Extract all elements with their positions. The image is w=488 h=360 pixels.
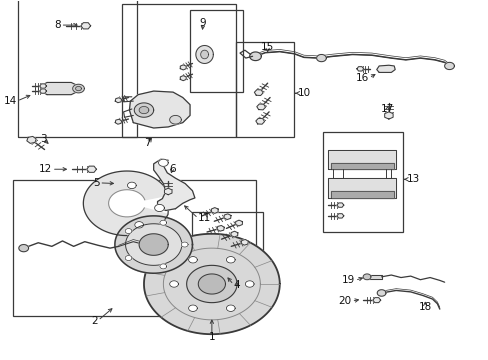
Polygon shape	[154, 204, 164, 212]
Text: 8: 8	[54, 20, 61, 30]
Bar	[236, 42, 294, 137]
Text: 20: 20	[338, 296, 351, 306]
Polygon shape	[129, 91, 190, 128]
Text: 1: 1	[208, 332, 215, 342]
Polygon shape	[444, 62, 453, 69]
Polygon shape	[245, 281, 254, 287]
Text: 2: 2	[91, 316, 98, 325]
Text: 9: 9	[200, 18, 206, 28]
Polygon shape	[180, 65, 186, 70]
Polygon shape	[336, 203, 343, 207]
Polygon shape	[235, 220, 242, 226]
Polygon shape	[196, 45, 213, 63]
Polygon shape	[224, 214, 230, 220]
Polygon shape	[115, 216, 192, 273]
Polygon shape	[153, 159, 195, 211]
Polygon shape	[134, 103, 153, 117]
Polygon shape	[19, 244, 28, 252]
Polygon shape	[336, 214, 343, 218]
Polygon shape	[127, 182, 136, 189]
Polygon shape	[83, 171, 169, 235]
Polygon shape	[188, 305, 197, 311]
Text: 14: 14	[3, 96, 17, 106]
Bar	[122, 4, 236, 137]
Text: 7: 7	[144, 139, 151, 148]
Polygon shape	[198, 274, 225, 294]
Text: 18: 18	[418, 302, 431, 312]
Polygon shape	[40, 84, 46, 88]
Polygon shape	[125, 256, 132, 261]
Polygon shape	[376, 65, 394, 72]
Polygon shape	[139, 107, 148, 114]
Text: 16: 16	[355, 73, 368, 83]
Polygon shape	[115, 119, 122, 124]
Polygon shape	[186, 265, 237, 303]
Polygon shape	[226, 305, 235, 311]
Text: 4: 4	[233, 280, 240, 290]
Polygon shape	[230, 231, 237, 237]
Polygon shape	[158, 159, 168, 166]
Text: 13: 13	[406, 174, 419, 184]
Polygon shape	[330, 163, 393, 169]
Bar	[192, 212, 262, 297]
Polygon shape	[27, 136, 36, 143]
Bar	[323, 132, 403, 232]
Polygon shape	[200, 50, 208, 59]
Polygon shape	[40, 89, 46, 93]
Polygon shape	[169, 281, 178, 287]
Polygon shape	[330, 192, 393, 198]
Text: 15: 15	[261, 42, 274, 52]
Text: 10: 10	[298, 88, 311, 98]
Polygon shape	[384, 112, 392, 119]
Polygon shape	[164, 188, 172, 195]
Polygon shape	[366, 275, 381, 279]
Polygon shape	[143, 234, 279, 334]
Polygon shape	[249, 52, 261, 60]
Polygon shape	[254, 90, 263, 95]
Polygon shape	[211, 208, 218, 213]
Polygon shape	[41, 82, 79, 95]
Polygon shape	[226, 257, 235, 263]
Polygon shape	[160, 220, 166, 225]
Polygon shape	[327, 178, 395, 198]
Polygon shape	[255, 118, 264, 124]
Polygon shape	[316, 54, 325, 62]
Polygon shape	[181, 242, 188, 247]
Polygon shape	[76, 86, 81, 91]
Text: 19: 19	[341, 275, 354, 285]
Bar	[190, 10, 243, 92]
Polygon shape	[327, 149, 395, 169]
Polygon shape	[160, 264, 166, 269]
Polygon shape	[135, 222, 143, 228]
Polygon shape	[86, 166, 96, 172]
Polygon shape	[376, 290, 385, 296]
Polygon shape	[73, 84, 84, 93]
Polygon shape	[115, 98, 122, 103]
Bar	[18, 0, 137, 137]
Text: 12: 12	[39, 164, 52, 174]
Text: 3: 3	[40, 134, 46, 144]
Polygon shape	[169, 116, 181, 124]
Text: 6: 6	[168, 164, 175, 174]
Polygon shape	[256, 104, 265, 110]
Polygon shape	[180, 76, 186, 81]
Polygon shape	[217, 225, 224, 231]
Polygon shape	[125, 229, 132, 234]
Polygon shape	[372, 298, 380, 303]
Polygon shape	[139, 234, 168, 255]
Polygon shape	[81, 23, 90, 29]
Text: 11: 11	[198, 213, 211, 223]
Polygon shape	[188, 257, 197, 263]
Polygon shape	[241, 239, 248, 245]
Polygon shape	[363, 274, 370, 280]
Polygon shape	[125, 224, 182, 265]
Bar	[13, 180, 255, 316]
Text: 17: 17	[380, 104, 393, 114]
Polygon shape	[356, 67, 363, 71]
Text: 5: 5	[93, 178, 99, 188]
